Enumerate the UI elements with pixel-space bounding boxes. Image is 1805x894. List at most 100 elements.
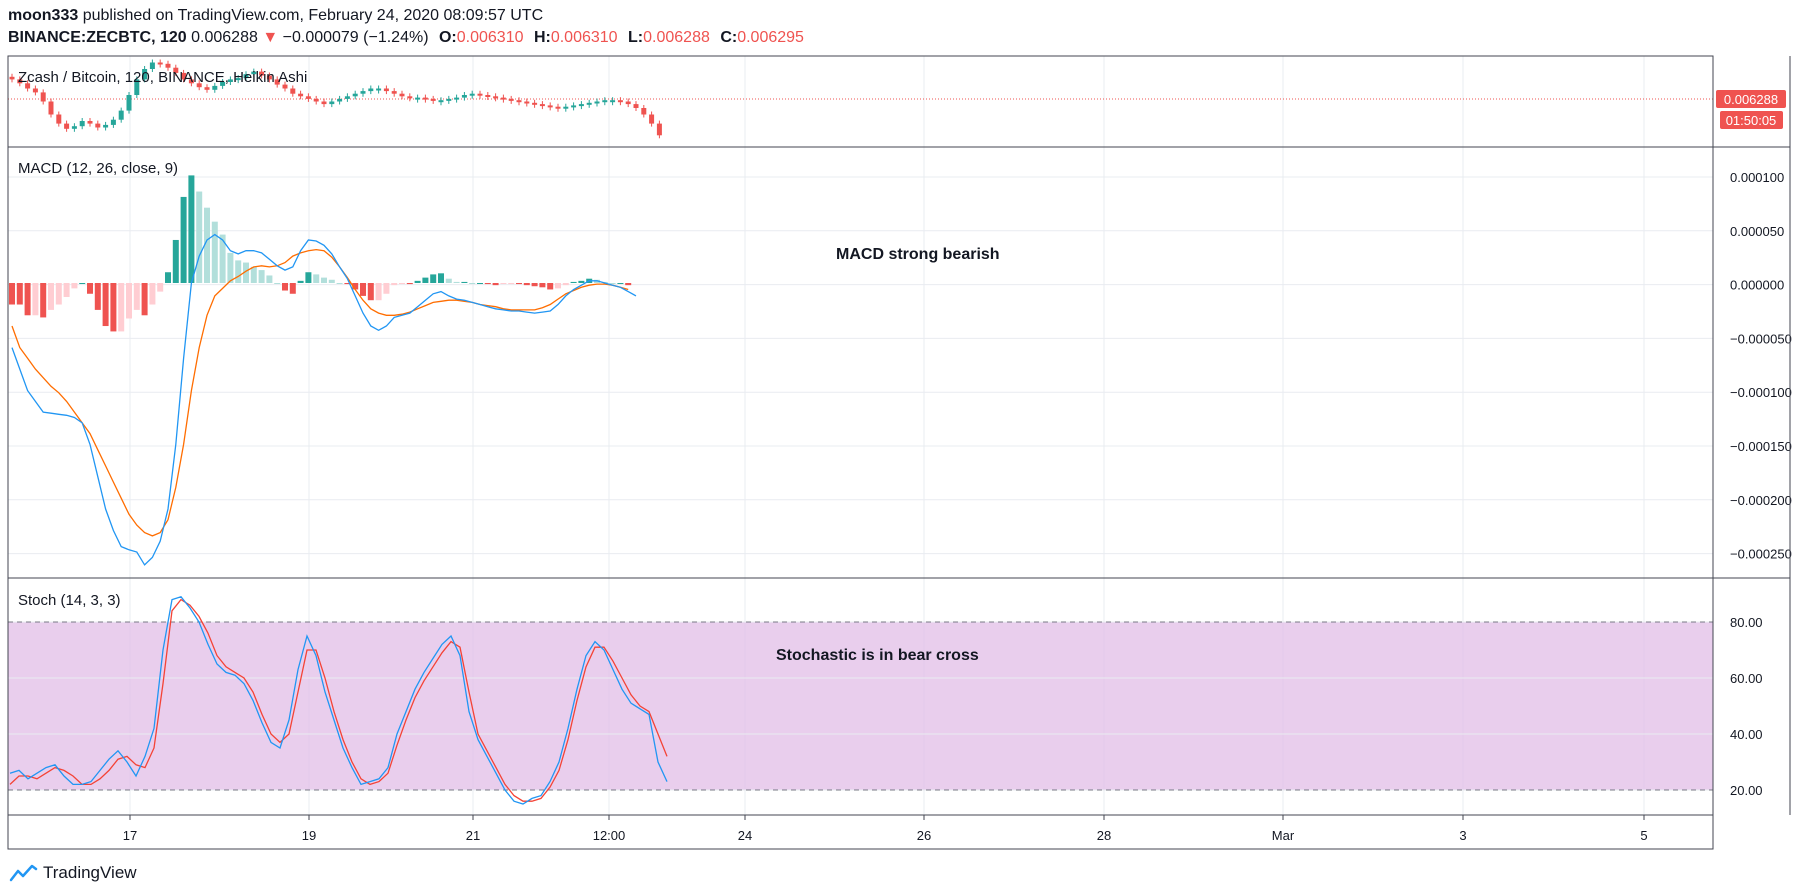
last-price-tag bbox=[1716, 90, 1786, 108]
x-tick-label: Mar bbox=[1272, 828, 1295, 843]
macd-histogram-bar bbox=[266, 275, 273, 283]
candle-body bbox=[305, 96, 311, 99]
macd-histogram-bar bbox=[383, 283, 390, 294]
candle-body bbox=[383, 88, 389, 92]
countdown-tag-label: 01:50:05 bbox=[1726, 113, 1777, 128]
macd-y-tick: −0.000100 bbox=[1730, 385, 1792, 400]
candle-body bbox=[329, 101, 335, 105]
x-tick-label: 28 bbox=[1097, 828, 1111, 843]
price-pane-title: Zcash / Bitcoin, 120, BINANCE, Heikin As… bbox=[18, 69, 307, 86]
candle-body bbox=[539, 104, 545, 107]
macd-histogram-bar bbox=[297, 280, 304, 283]
open-key: O: bbox=[438, 29, 457, 46]
macd-histogram-bar bbox=[461, 281, 468, 283]
macd-histogram-bar bbox=[94, 283, 101, 310]
stoch-annotation: Stochastic is in bear cross bbox=[776, 647, 979, 664]
candle-body bbox=[165, 63, 171, 68]
x-tick-label: 12:00 bbox=[593, 828, 626, 843]
candle-body bbox=[243, 74, 249, 79]
candle-body bbox=[547, 105, 553, 108]
macd-histogram-bar bbox=[32, 283, 39, 316]
candle-body bbox=[126, 95, 132, 111]
candle-body bbox=[594, 101, 600, 104]
macd-histogram-bar bbox=[406, 283, 413, 285]
macd-histogram-bar bbox=[570, 281, 577, 283]
candle-body bbox=[563, 106, 569, 109]
macd-histogram-bar bbox=[516, 283, 522, 285]
candle-body bbox=[532, 102, 538, 105]
macd-histogram-bar bbox=[484, 283, 491, 285]
close-value: 0.006295 bbox=[737, 29, 804, 46]
candle-body bbox=[337, 98, 343, 102]
tradingview-logo[interactable]: TradingView bbox=[8, 861, 137, 885]
macd-histogram-bar bbox=[71, 283, 78, 289]
macd-histogram-bar bbox=[539, 283, 546, 288]
candle-body bbox=[610, 100, 616, 103]
author-name[interactable]: moon333 bbox=[8, 7, 79, 24]
macd-histogram-bar bbox=[165, 272, 171, 283]
macd-pane-title: MACD (12, 26, close, 9) bbox=[18, 160, 178, 177]
candle-body bbox=[56, 114, 62, 124]
macd-y-tick: −0.000150 bbox=[1730, 439, 1792, 454]
macd-histogram-bar bbox=[305, 272, 312, 283]
x-tick-label: 3 bbox=[1459, 828, 1466, 843]
candle-body bbox=[274, 79, 280, 85]
macd-y-tick: −0.000250 bbox=[1730, 547, 1792, 562]
candle-body bbox=[344, 96, 350, 99]
macd-histogram-bar bbox=[367, 283, 374, 301]
countdown-tag bbox=[1720, 111, 1783, 129]
candle-body bbox=[516, 100, 522, 103]
candle-body bbox=[220, 82, 226, 86]
candle-body bbox=[477, 93, 483, 96]
macd-histogram-bar bbox=[211, 221, 218, 283]
macd-histogram-bar bbox=[172, 239, 179, 283]
candle-body bbox=[235, 78, 241, 81]
macd-histogram-bar bbox=[360, 283, 366, 296]
candle-body bbox=[469, 93, 475, 96]
macd-histogram-bar bbox=[625, 283, 632, 286]
candle-body bbox=[103, 124, 109, 128]
macd-histogram-bar bbox=[79, 283, 86, 284]
x-tick-label: 24 bbox=[738, 828, 752, 843]
last-price: 0.006288 bbox=[191, 29, 258, 46]
macd-y-tick: −0.000050 bbox=[1730, 331, 1792, 346]
candle-body bbox=[9, 76, 15, 80]
candle-body bbox=[321, 101, 327, 105]
price-change: −0.000079 (−1.24%) bbox=[282, 29, 429, 46]
candle-body bbox=[571, 105, 577, 108]
candle-body bbox=[617, 100, 623, 103]
macd-histogram-bar bbox=[469, 283, 476, 284]
candle-body bbox=[313, 98, 319, 102]
x-tick-label: 17 bbox=[123, 828, 137, 843]
candle-body bbox=[508, 98, 514, 101]
macd-histogram-bar bbox=[157, 283, 164, 292]
macd-histogram-bar bbox=[375, 283, 382, 301]
candle-body bbox=[25, 83, 31, 89]
change-down-icon: ▼ bbox=[262, 29, 279, 46]
low-value: 0.006288 bbox=[643, 29, 710, 46]
low-key: L: bbox=[628, 29, 644, 46]
macd-histogram-bar bbox=[321, 277, 327, 283]
symbol-label: BINANCE:ZECBTC, 120 bbox=[8, 29, 187, 46]
macd-signal-line bbox=[11, 248, 629, 537]
macd-histogram-bar bbox=[508, 283, 515, 285]
candle-body bbox=[656, 123, 662, 136]
candle-body bbox=[641, 108, 647, 115]
candle-body bbox=[493, 96, 499, 99]
macd-histogram-bar bbox=[24, 283, 31, 316]
macd-histogram-bar bbox=[438, 273, 444, 283]
candle-body bbox=[555, 106, 561, 109]
candle-body bbox=[430, 98, 436, 101]
candle-body bbox=[118, 110, 124, 120]
macd-histogram-bar bbox=[55, 283, 62, 305]
macd-histogram-bar bbox=[500, 283, 507, 285]
stoch-y-tick: 40.00 bbox=[1730, 727, 1763, 742]
macd-histogram-bar bbox=[391, 283, 398, 286]
macd-histogram-bar bbox=[227, 252, 234, 283]
macd-line bbox=[11, 233, 637, 566]
candle-body bbox=[227, 79, 233, 82]
candle-body bbox=[110, 119, 116, 125]
macd-y-tick: −0.000200 bbox=[1730, 493, 1792, 508]
tradingview-cloud-icon bbox=[9, 864, 38, 882]
